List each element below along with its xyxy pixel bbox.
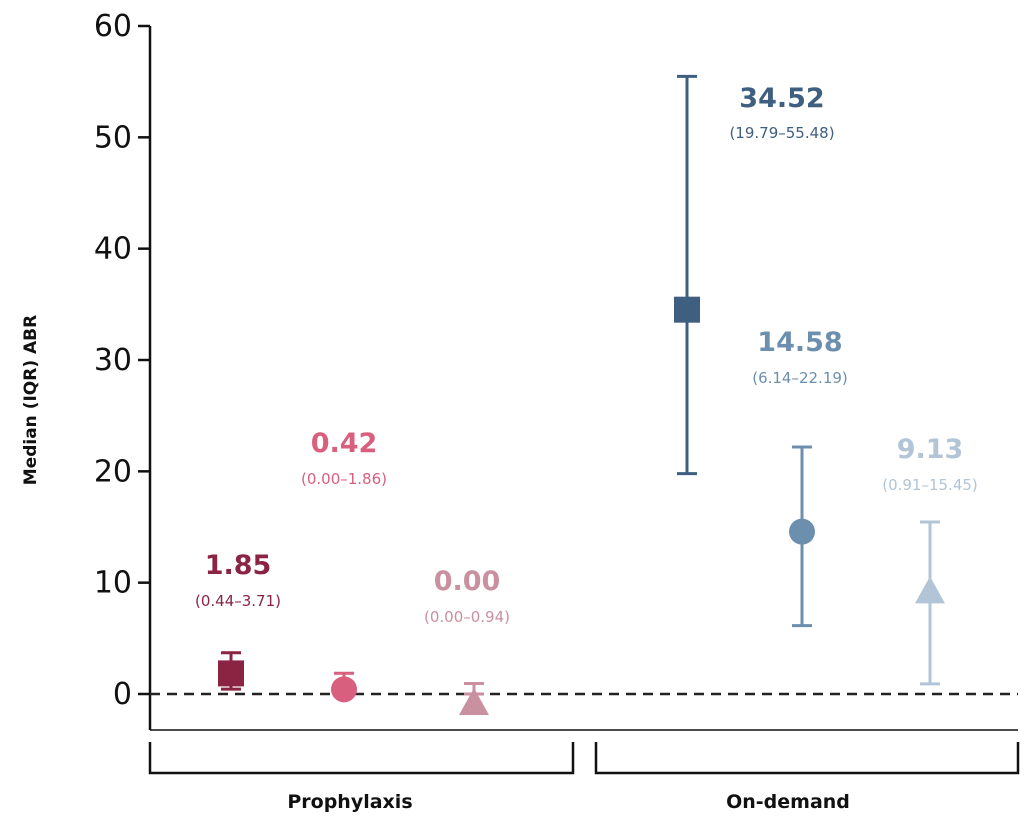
y-tick-label: 30 bbox=[94, 343, 132, 378]
y-tick-label: 60 bbox=[94, 9, 132, 44]
median-triangle-marker bbox=[915, 576, 945, 604]
group-label-on-demand: On-demand bbox=[726, 791, 850, 813]
iqr-range-label: (0.44–3.71) bbox=[195, 592, 281, 610]
median-value-label: 14.58 bbox=[757, 327, 842, 358]
series-square-prophylaxis bbox=[218, 651, 244, 691]
y-axis: 0 10 20 30 40 50 60 bbox=[94, 9, 1018, 731]
median-square-marker bbox=[674, 296, 700, 323]
iqr-range-label: (0.00–1.86) bbox=[301, 470, 387, 488]
iqr-range-label: (19.79–55.48) bbox=[729, 124, 834, 142]
series-triangle-on-demand bbox=[915, 520, 945, 686]
group-bracket bbox=[148, 742, 575, 775]
series-circle-on-demand bbox=[789, 445, 815, 628]
series-triangle-prophylaxis bbox=[459, 682, 489, 715]
median-value-label: 1.85 bbox=[205, 550, 272, 581]
median-value-label: 9.13 bbox=[897, 434, 964, 465]
median-value-label: 34.52 bbox=[739, 83, 824, 114]
data-labels: 1.85 (0.44–3.71) 0.42 (0.00–1.86) 0.00 (0.00–… bbox=[195, 83, 978, 626]
series-square-on-demand bbox=[674, 74, 700, 476]
y-tick-label: 0 bbox=[113, 677, 132, 712]
group-label-prophylaxis: Prophylaxis bbox=[287, 791, 412, 813]
median-circle-marker bbox=[789, 518, 815, 545]
median-circle-marker bbox=[331, 676, 357, 703]
y-tick-label: 20 bbox=[94, 454, 132, 489]
iqr-range-label: (0.91–15.45) bbox=[882, 476, 978, 494]
iqr-range-label: (6.14–22.19) bbox=[752, 369, 848, 387]
iqr-range-label: (0.00–0.94) bbox=[424, 608, 510, 626]
y-tick-label: 50 bbox=[94, 120, 132, 155]
chart-marks bbox=[218, 74, 945, 715]
median-value-label: 0.00 bbox=[434, 566, 501, 597]
median-value-label: 0.42 bbox=[311, 428, 378, 459]
median-square-marker bbox=[218, 660, 244, 687]
median-triangle-marker bbox=[459, 688, 489, 715]
group-brackets: Prophylaxis On-demand bbox=[148, 742, 1020, 813]
y-tick-label: 10 bbox=[94, 566, 132, 601]
group-bracket bbox=[594, 742, 1020, 775]
series-circle-prophylaxis bbox=[331, 671, 357, 703]
y-axis-label: Median (IQR) ABR bbox=[21, 315, 41, 485]
y-tick-label: 40 bbox=[94, 232, 132, 267]
